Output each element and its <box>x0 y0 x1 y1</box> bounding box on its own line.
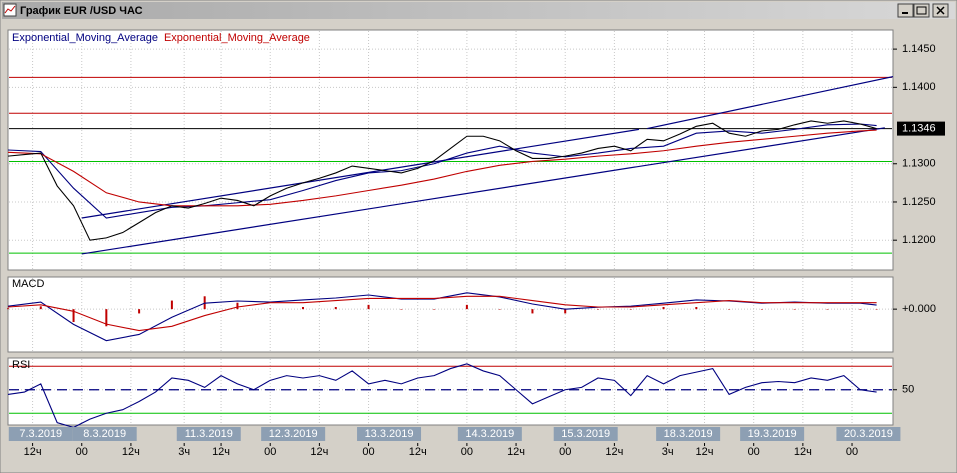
x-tick-label: 00 <box>748 446 760 458</box>
date-label: 15.3.2019 <box>561 428 610 440</box>
y-tick-label: 1.1250 <box>902 196 936 208</box>
date-box <box>553 427 618 441</box>
x-tick-label: 12ч <box>310 446 328 458</box>
date-label: 14.3.2019 <box>465 428 514 440</box>
histogram-bar <box>629 309 632 310</box>
minimize-button[interactable] <box>897 3 914 18</box>
series-line <box>7 295 877 332</box>
histogram-bar <box>170 300 173 310</box>
histogram-bar <box>269 308 272 310</box>
histogram-bar <box>531 309 534 314</box>
date-box <box>72 427 137 441</box>
histogram-bar <box>105 309 108 327</box>
y-tick-label: 1.1400 <box>902 81 936 93</box>
y-tick-label: 1.1300 <box>902 158 936 170</box>
date-box <box>176 427 241 441</box>
y-tick-label: 50 <box>902 384 914 396</box>
window-icon-line <box>4 5 16 14</box>
trend-line <box>81 128 640 219</box>
histogram-bar <box>859 309 862 310</box>
panel <box>7 276 894 353</box>
date-box <box>740 427 805 441</box>
histogram-bar <box>662 307 665 310</box>
histogram-bar <box>400 309 403 310</box>
date-box <box>8 427 73 441</box>
window-title: График EUR /USD ЧАС <box>20 5 143 17</box>
x-tick-label: 00 <box>76 446 88 458</box>
histogram-bar <box>72 309 75 322</box>
y-tick-label: +0.000 <box>902 303 936 315</box>
histogram-bar <box>138 309 141 314</box>
x-tick-label: 12ч <box>696 446 714 458</box>
date-label: 18.3.2019 <box>664 428 713 440</box>
histogram-bar <box>498 309 501 310</box>
histogram-bar <box>39 306 42 310</box>
date-box <box>357 427 422 441</box>
histogram-bar <box>793 309 796 310</box>
x-tick-label: 12ч <box>605 446 623 458</box>
x-tick-label: 3ч <box>662 446 674 458</box>
histogram-bar <box>564 309 567 314</box>
x-tick-label: 00 <box>559 446 571 458</box>
series-line <box>7 123 877 219</box>
date-label: 8.3.2019 <box>83 428 126 440</box>
panel-title: MACD <box>12 278 44 290</box>
date-box <box>656 427 721 441</box>
date-label: 13.3.2019 <box>365 428 414 440</box>
histogram-bar <box>875 309 878 310</box>
maximize-button[interactable] <box>913 3 930 18</box>
x-tick-label: 00 <box>461 446 473 458</box>
histogram-bar <box>302 307 304 310</box>
date-label: 11.3.2019 <box>185 428 233 440</box>
histogram-bar <box>433 309 436 310</box>
x-tick-label: 00 <box>362 446 374 458</box>
date-label: 7.3.2019 <box>19 428 62 440</box>
y-tick-label: 1.1200 <box>902 234 936 246</box>
legend-entry: Exponential_Moving_Average <box>12 32 158 44</box>
price-line <box>7 120 877 241</box>
histogram-bar <box>334 307 337 310</box>
date-box <box>836 427 901 441</box>
x-tick-label: 12ч <box>212 446 230 458</box>
trend-line <box>81 127 885 255</box>
date-box <box>457 427 522 441</box>
histogram-bar <box>236 302 239 310</box>
x-tick-label: 12ч <box>24 446 42 458</box>
close-button[interactable] <box>932 3 949 18</box>
x-tick-label: 12ч <box>507 446 525 458</box>
x-tick-label: 00 <box>264 446 276 458</box>
x-tick-label: 3ч <box>178 446 190 458</box>
date-label: 12.3.2019 <box>269 428 318 440</box>
date-label: 19.3.2019 <box>748 428 797 440</box>
histogram-bar <box>7 308 9 310</box>
price-line <box>7 363 877 428</box>
histogram-bar <box>597 309 599 310</box>
histogram-bar <box>728 309 731 310</box>
x-tick-label: 12ч <box>122 446 140 458</box>
legend-entry: Exponential_Moving_Average <box>164 32 310 44</box>
series-line <box>7 129 877 207</box>
last-price-box <box>897 121 945 136</box>
trend-line <box>647 76 894 130</box>
y-tick-label: 1.1450 <box>902 43 936 55</box>
histogram-bar <box>367 304 370 310</box>
histogram-bar <box>760 309 763 310</box>
panel <box>7 29 894 271</box>
title-bar <box>2 2 955 19</box>
date-label: 20.3.2019 <box>844 428 893 440</box>
panel-title: RSI <box>12 359 30 371</box>
histogram-bar <box>826 309 829 310</box>
x-tick-label: 12ч <box>409 446 427 458</box>
date-box <box>261 427 326 441</box>
histogram-bar <box>465 304 468 310</box>
x-tick-label: 12ч <box>794 446 812 458</box>
x-tick-label: 00 <box>846 446 858 458</box>
last-price-label: 1.1346 <box>902 123 936 135</box>
histogram-bar <box>695 307 698 310</box>
